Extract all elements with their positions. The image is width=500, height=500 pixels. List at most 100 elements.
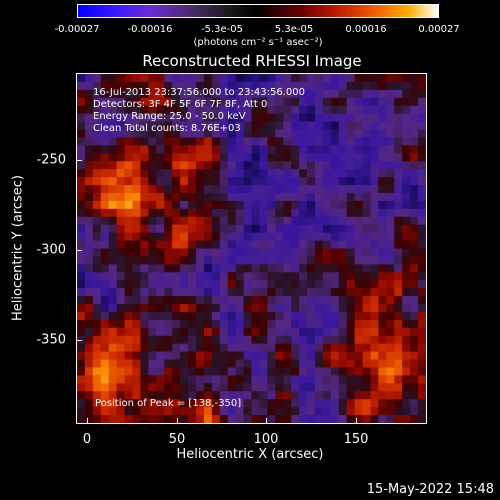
footer-timestamp: 15-May-2022 15:48 xyxy=(366,482,494,497)
heatmap-cell xyxy=(330,383,340,392)
heatmap-cell xyxy=(338,272,348,281)
heatmap-cell xyxy=(378,256,387,265)
heatmap-cell xyxy=(283,335,292,345)
heatmap-cell xyxy=(378,343,387,353)
heatmap-cell xyxy=(314,319,324,329)
plot-area: 16-Jul-2013 23:37:56.000 to 23:43:56.000… xyxy=(76,73,427,424)
heatmap-cell xyxy=(195,161,205,170)
heatmap-cell xyxy=(148,296,157,305)
heatmap-cell xyxy=(235,280,245,289)
heatmap-cell xyxy=(132,129,141,138)
heatmap-cell xyxy=(188,192,197,202)
heatmap-cell xyxy=(124,161,134,170)
heatmap-cell xyxy=(243,145,252,154)
heatmap-cell xyxy=(203,200,213,210)
heatmap-cell xyxy=(148,192,157,202)
heatmap-cell xyxy=(219,105,229,115)
heatmap-cell xyxy=(362,304,371,313)
heatmap-cell xyxy=(164,319,173,329)
heatmap-cell xyxy=(156,343,165,353)
colorbar-tick: 5.3e-05 xyxy=(274,24,314,35)
heatmap-cell xyxy=(156,351,165,361)
heatmap-cell xyxy=(164,296,173,305)
heatmap-cell xyxy=(77,192,86,202)
heatmap-cell xyxy=(402,264,411,273)
heatmap-cell xyxy=(307,161,316,170)
heatmap-cell xyxy=(418,113,426,123)
heatmap-cell xyxy=(394,359,403,368)
heatmap-cell xyxy=(124,240,134,249)
heatmap-cell xyxy=(410,399,419,408)
heatmap-cell xyxy=(172,407,181,416)
heatmap-cell xyxy=(362,311,371,321)
heatmap-cell xyxy=(108,200,118,210)
heatmap-cell xyxy=(346,169,356,178)
heatmap-cell xyxy=(283,89,292,99)
heatmap-cell xyxy=(322,383,332,392)
heatmap-cell xyxy=(164,383,173,392)
heatmap-cell xyxy=(354,351,364,361)
heatmap-cell xyxy=(370,248,379,257)
heatmap-cell xyxy=(314,399,324,408)
heatmap-cell xyxy=(307,208,316,218)
heatmap-cell xyxy=(307,399,316,408)
heatmap-cell xyxy=(291,153,300,162)
heatmap-cell xyxy=(243,248,252,257)
heatmap-cell xyxy=(338,399,348,408)
heatmap-cell xyxy=(299,216,308,226)
heatmap-cell xyxy=(259,216,268,226)
heatmap-cell xyxy=(100,256,110,265)
heatmap-cell xyxy=(299,351,308,361)
heatmap-cell xyxy=(77,113,86,123)
heatmap-cell xyxy=(418,240,426,249)
heatmap-cell xyxy=(188,399,197,408)
heatmap-cell xyxy=(235,224,245,234)
heatmap-cell xyxy=(330,89,340,99)
heatmap-cell xyxy=(140,407,149,416)
heatmap-cell xyxy=(291,327,300,337)
heatmap-cell xyxy=(211,415,221,423)
heatmap-cell xyxy=(132,208,141,218)
heatmap-cell xyxy=(188,185,197,194)
heatmap-cell xyxy=(203,185,213,194)
heatmap-cell xyxy=(330,137,340,146)
heatmap-cell xyxy=(354,319,364,329)
heatmap-cell xyxy=(354,391,364,400)
heatmap-cell xyxy=(235,89,245,99)
heatmap-cell xyxy=(140,129,149,138)
heatmap-cell xyxy=(172,311,181,321)
heatmap-cell xyxy=(219,74,229,83)
heatmap-cell xyxy=(330,280,340,289)
heatmap-cell xyxy=(291,224,300,234)
heatmap-cell xyxy=(394,280,403,289)
heatmap-cell xyxy=(370,169,379,178)
heatmap-cell xyxy=(108,153,118,162)
heatmap-cell xyxy=(386,240,395,249)
heatmap-cell xyxy=(148,145,157,154)
heatmap-cell xyxy=(100,153,110,162)
heatmap-cell xyxy=(156,256,165,265)
heatmap-cell xyxy=(354,89,364,99)
heatmap-cell xyxy=(378,121,387,131)
heatmap-cell xyxy=(211,145,221,154)
heatmap-cell xyxy=(92,256,102,265)
heatmap-cell xyxy=(330,224,340,234)
heatmap-cell xyxy=(275,161,284,170)
heatmap-cell xyxy=(164,280,173,289)
heatmap-cell xyxy=(116,304,126,313)
heatmap-cell xyxy=(156,208,165,218)
heatmap-cell xyxy=(180,177,189,186)
heatmap-cell xyxy=(346,97,356,107)
heatmap-cell xyxy=(394,296,403,305)
heatmap-cell xyxy=(140,248,149,257)
heatmap-cell xyxy=(116,192,126,202)
heatmap-cell xyxy=(227,192,237,202)
heatmap-cell xyxy=(195,97,205,107)
heatmap-cell xyxy=(354,399,364,408)
heatmap-cell xyxy=(132,177,141,186)
heatmap-cell xyxy=(164,81,173,91)
heatmap-cell xyxy=(156,185,165,194)
heatmap-cell xyxy=(378,129,387,138)
heatmap-cell xyxy=(402,319,411,329)
heatmap-cell xyxy=(84,240,94,249)
